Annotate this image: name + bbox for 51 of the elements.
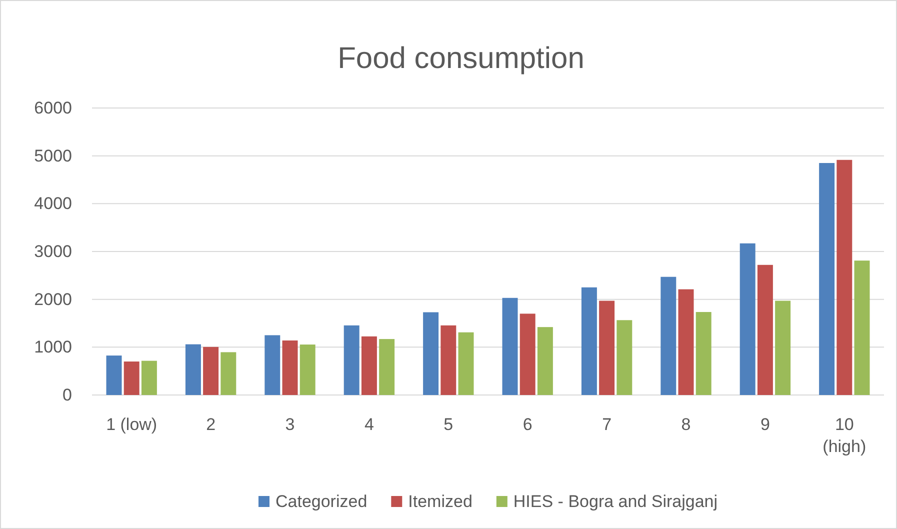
bar xyxy=(502,298,518,395)
bar xyxy=(616,320,632,395)
y-tick-label: 3000 xyxy=(34,242,72,261)
y-tick-label: 5000 xyxy=(34,146,72,166)
x-tick-label: 1 (low) xyxy=(106,415,158,434)
x-tick-label: 5 xyxy=(444,415,454,434)
legend-label: Categorized xyxy=(275,492,368,511)
x-tick-label: 8 xyxy=(681,415,691,434)
bar xyxy=(379,339,395,395)
bar xyxy=(458,332,474,395)
bar xyxy=(141,360,157,395)
bar xyxy=(678,289,694,395)
bar xyxy=(581,287,597,395)
x-tick-label: 3 xyxy=(285,415,295,434)
bar xyxy=(106,356,122,395)
bar xyxy=(740,243,756,395)
bar xyxy=(775,300,791,395)
bar xyxy=(124,362,140,395)
bar xyxy=(520,314,536,395)
y-tick-label: 2000 xyxy=(34,290,72,309)
bar xyxy=(660,276,676,395)
bar xyxy=(185,344,201,395)
bar xyxy=(300,344,316,395)
bar xyxy=(203,346,219,395)
legend-label: Itemized xyxy=(408,492,472,511)
bar xyxy=(423,312,439,395)
bar xyxy=(361,336,377,395)
x-tick-label: 6 xyxy=(522,415,532,434)
x-tick-label: 7 xyxy=(602,415,612,434)
bar xyxy=(344,325,360,395)
chart-title: Food consumption xyxy=(338,42,584,75)
y-tick-label: 4000 xyxy=(34,194,72,214)
bar xyxy=(220,352,236,395)
bar xyxy=(836,160,852,395)
bar xyxy=(854,260,870,395)
bar xyxy=(282,340,298,395)
bar xyxy=(819,163,835,395)
y-tick-label: 1000 xyxy=(34,338,72,357)
bar xyxy=(696,312,712,395)
x-tick-label: 2 xyxy=(206,415,216,434)
bar xyxy=(757,264,773,395)
x-tick-label: 9 xyxy=(760,415,770,434)
bar xyxy=(264,335,280,395)
y-tick-label: 0 xyxy=(62,385,72,404)
legend-label: HIES - Bogra and Sirajganj xyxy=(513,492,718,511)
bar xyxy=(440,325,456,395)
x-tick-label: 10 (high) xyxy=(822,415,866,456)
bar xyxy=(537,327,553,395)
y-tick-label: 6000 xyxy=(34,98,72,118)
x-tick-label: 4 xyxy=(364,415,374,434)
bar xyxy=(599,300,615,395)
